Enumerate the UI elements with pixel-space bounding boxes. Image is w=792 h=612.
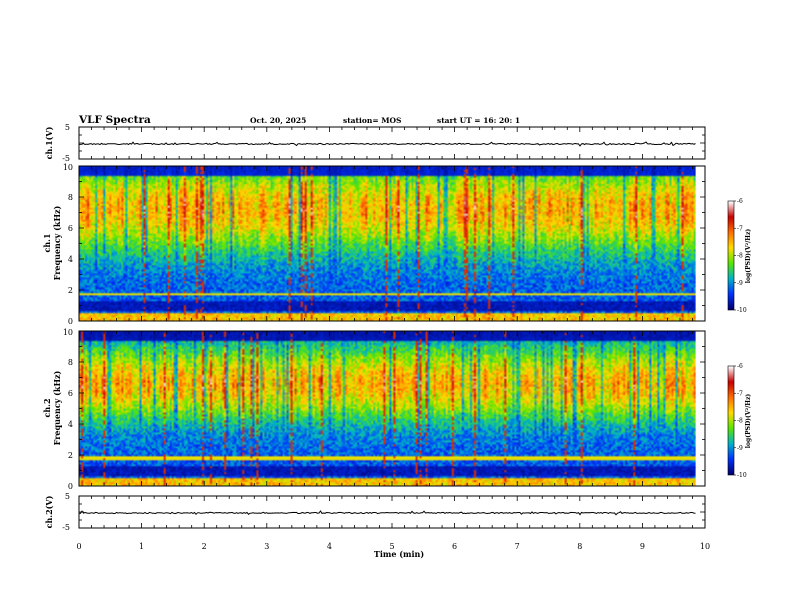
spec1-ytick: 4 (68, 255, 73, 264)
x-tick-label: 4 (327, 542, 332, 551)
colorbar-ch2-gradient (728, 366, 734, 475)
waveform-bottom-trace (78, 510, 696, 516)
spectrogram-ch2 (79, 331, 696, 486)
colorbar-ch2: -6 -7 -8 -9 -10 log(PSD)(V²/Hz) (727, 363, 752, 479)
colorbar-tick-label: -10 (737, 307, 747, 314)
x-tick-label: 1 (139, 542, 144, 551)
x-tick-labels: 0 1 2 3 4 5 6 7 8 9 10 (76, 542, 710, 551)
wave-bottom-ylabel: ch.2(V) (44, 495, 54, 528)
colorbar-tick-label: -10 (737, 472, 747, 479)
colorbar-ch2-ticks: -6 -7 -8 -9 -10 (734, 363, 747, 479)
spec1-ytick: 10 (63, 163, 73, 172)
x-tick-label: 7 (515, 542, 520, 551)
figure-title: VLF Spectra (78, 114, 151, 126)
spectrogram-ch1-image (79, 166, 696, 321)
x-tick-label: 8 (577, 542, 582, 551)
wave-top-ytick-max: 5 (65, 123, 70, 132)
x-tick-label: 9 (640, 542, 645, 551)
colorbar-ch1-ticks: -6 -7 -8 -9 -10 (734, 198, 747, 314)
station-label: station= MOS (343, 116, 401, 125)
wave-top-ytick-min: -5 (62, 154, 70, 163)
colorbar-ch1: -6 -7 -8 -9 -10 log(PSD)(V²/Hz) (727, 198, 752, 314)
colorbar-ch1-label: log(PSD)(V²/Hz) (745, 229, 752, 284)
x-tick-label: 2 (202, 542, 207, 551)
colorbar-tick-label: -7 (737, 225, 743, 232)
spec2-ytick: 10 (63, 328, 73, 337)
spec1-ylabel: Frequency (kHz) (52, 205, 62, 280)
spec1-ytick: 0 (68, 317, 73, 326)
x-tick-label: 6 (452, 542, 457, 551)
spec1-ytick: 6 (68, 224, 73, 233)
x-tick-label: 10 (700, 542, 710, 551)
spec2-ytick: 6 (68, 389, 73, 398)
spec1-ytick: 8 (68, 193, 73, 202)
spec1-ylabel-channel: ch.1 (42, 233, 52, 252)
wave-bottom-ytick-min: -5 (62, 523, 70, 532)
colorbar-tick-label: -6 (737, 198, 743, 205)
wave-top-ylabel: ch.1(V) (44, 126, 54, 159)
colorbar-tick-label: -8 (737, 418, 743, 425)
date-label: Oct. 20, 2025 (250, 116, 306, 125)
spec2-ylabel-channel: ch.2 (42, 398, 52, 417)
spec2-ytick: 0 (68, 482, 73, 491)
axis-ticks (78, 126, 706, 529)
colorbar-ch1-gradient (728, 201, 734, 310)
colorbar-tick-label: -9 (737, 280, 743, 287)
spec2-ylabel: Frequency (kHz) (52, 370, 62, 445)
colorbar-tick-label: -6 (737, 363, 743, 370)
spec2-ytick: 8 (68, 358, 73, 367)
spec2-ytick: 4 (68, 420, 73, 429)
spectrogram-ch2-image (79, 331, 696, 486)
waveform-top-trace (78, 141, 696, 147)
x-tick-label: 5 (389, 542, 394, 551)
colorbar-tick-label: -8 (737, 253, 743, 260)
spec1-ytick: 2 (68, 286, 73, 295)
start-ut-label: start UT = 16: 20: 1 (437, 116, 520, 125)
colorbar-tick-label: -7 (737, 390, 743, 397)
wave-bottom-ytick-max: 5 (65, 492, 70, 501)
x-tick-label: 0 (76, 542, 81, 551)
x-tick-label: 3 (264, 542, 269, 551)
x-axis-label: Time (min) (374, 549, 424, 559)
spec2-ytick: 2 (68, 451, 73, 460)
colorbar-ch2-label: log(PSD)(V²/Hz) (745, 394, 752, 449)
colorbar-tick-label: -9 (737, 445, 743, 452)
spectrogram-ch1 (79, 166, 696, 321)
